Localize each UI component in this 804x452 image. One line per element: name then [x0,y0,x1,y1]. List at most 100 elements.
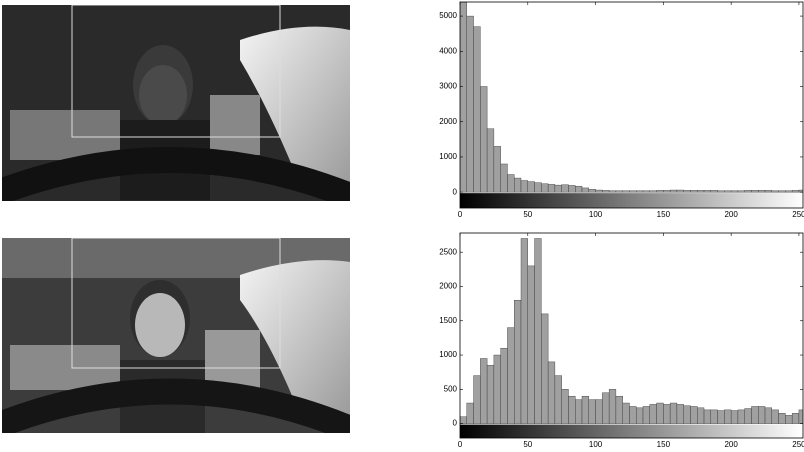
bar [507,174,515,193]
bar [473,26,481,193]
y-tick-label: 2500 [439,247,457,256]
bar [493,354,501,424]
bar [575,185,583,193]
bar [710,190,718,193]
bar [575,399,583,424]
bar [730,190,739,193]
bar [520,238,528,424]
plot-area [460,2,803,208]
bar [466,15,474,193]
y-tick-label: 1500 [439,316,457,325]
bar [758,190,766,193]
bar [588,189,596,193]
bar [778,413,786,424]
x-tick-label: 200 [724,440,738,449]
bar [751,406,759,424]
bar [561,184,569,193]
bar [541,313,549,424]
bar [649,404,657,424]
x-tick-label: 250 [792,440,804,449]
bar [500,163,508,193]
bar [690,406,698,424]
bar [608,389,617,424]
bar [737,190,745,193]
x-tick-label: 0 [458,440,463,449]
bar [486,365,495,424]
bar [656,190,664,193]
bar [568,395,576,424]
x-tick-label: 100 [589,210,603,219]
bar [663,190,671,193]
bar [636,407,644,424]
bar [642,190,651,193]
bar [771,190,779,193]
bar [669,189,678,193]
x-tick-label: 100 [589,440,603,449]
bar [473,375,481,424]
bar [669,402,678,424]
bar [514,177,522,193]
x-tick-label: 150 [657,210,671,219]
bar [697,190,705,193]
bar [758,406,766,424]
bar [751,190,759,193]
bar [649,190,657,193]
y-tick-label: 1000 [439,152,457,161]
photo-top [2,5,350,201]
bar [581,395,589,424]
bar [785,190,793,193]
bar [547,184,556,193]
bar [595,189,603,193]
bar [460,2,467,193]
x-tick-label: 50 [523,440,532,449]
bar [724,190,732,193]
bar [744,190,752,193]
bar [744,408,752,424]
bar [500,347,508,424]
bar [554,184,562,193]
bar [703,190,712,193]
bar [791,413,800,424]
bar [791,190,800,193]
bar [460,416,467,424]
x-tick-label: 150 [657,440,671,449]
bar [710,409,718,424]
bar [771,409,779,424]
bar [527,181,535,193]
bar [615,395,623,424]
bar [514,299,522,424]
bar [480,358,488,424]
bar [642,406,651,424]
bar [690,190,698,193]
y-tick-label: 1000 [439,350,457,359]
bar [568,185,576,193]
y-tick-label: 0 [453,419,458,428]
x-tick-label: 0 [458,210,463,219]
axes-frame [459,232,804,439]
bar [663,404,671,424]
bar [595,399,603,424]
bar [615,190,623,193]
bar [622,402,630,424]
bar [785,415,793,424]
x-tick-label: 200 [724,210,738,219]
bar [602,190,610,193]
bar [724,409,732,424]
y-tick-label: 2000 [439,282,457,291]
bar [717,410,725,424]
colorbar [460,424,803,438]
bar [697,407,705,424]
bar [683,190,691,193]
bar [730,410,739,424]
bar [534,238,542,424]
bar [554,375,562,424]
bar [602,392,610,424]
y-tick-label: 500 [444,384,458,393]
bar [534,182,542,193]
bar [656,402,664,424]
bar [581,187,589,193]
y-tick-label: 2000 [439,117,457,126]
bar [527,265,535,424]
